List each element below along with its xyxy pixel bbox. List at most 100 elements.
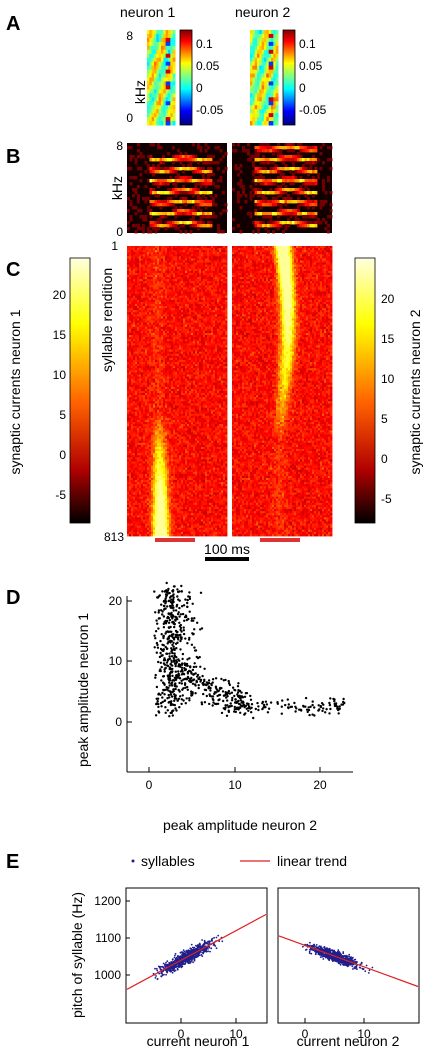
spectrogram-cell [302, 191, 305, 194]
spectrogram-cell [180, 209, 183, 212]
spectrogram-cell [155, 221, 158, 224]
spectrogram-cell [297, 212, 300, 215]
spectrogram-cell [275, 146, 278, 149]
spectrogram-cell [175, 191, 178, 194]
spectrogram-cell [197, 161, 200, 164]
strf-cell [173, 89, 176, 93]
spectrogram-cell [152, 170, 155, 173]
strf-cell [173, 42, 176, 46]
spectrogram-cell [310, 203, 313, 206]
spectrogram-cell [307, 206, 310, 209]
spectrogram-cell [315, 215, 318, 218]
spectrogram-cell [287, 149, 290, 152]
spectrogram-cell [267, 221, 270, 224]
spectrogram-cell [322, 182, 325, 185]
spectrogram-cell [167, 212, 170, 215]
spectrogram-cell [257, 176, 260, 179]
spectrogram-cell [290, 182, 293, 185]
spectrogram-cell [172, 146, 175, 149]
spectrogram-cell [157, 212, 160, 215]
spectrogram-cell [305, 170, 308, 173]
spectrogram-cell [282, 221, 285, 224]
spectrogram-cell [195, 209, 198, 212]
spectrogram-cell [147, 167, 150, 170]
spectrogram-cell [232, 143, 235, 146]
spectrogram-cell [172, 188, 175, 191]
spectrogram-cell [175, 212, 178, 215]
strf-neuron1 [147, 30, 176, 126]
c-ytick-top: 1 [111, 239, 118, 253]
spectrogram-cell [277, 227, 280, 230]
spectrogram-cell [327, 146, 330, 149]
spectrogram-cell [150, 167, 153, 170]
spectrogram-cell [157, 191, 160, 194]
spectrogram-cell [257, 155, 260, 158]
spectrogram-cell [157, 158, 160, 161]
spectrogram-cell [180, 212, 183, 215]
c-left-cbar-tick: 10 [53, 368, 67, 382]
spectrogram-cell [212, 203, 215, 206]
spectrogram-cell [155, 191, 158, 194]
spectrogram-cell [295, 221, 298, 224]
spectrogram-cell [165, 167, 168, 170]
spectrogram-cell [315, 146, 318, 149]
spectrogram-cell [252, 230, 255, 233]
spectrogram-cell [295, 209, 298, 212]
spectrogram-cell [200, 167, 203, 170]
spectrogram-cell [315, 170, 318, 173]
spectrogram-cell [157, 224, 160, 227]
spectrogram-cell [297, 188, 300, 191]
spectrogram-cell [282, 212, 285, 215]
spectrogram-cell [287, 146, 290, 149]
spectrogram-cell [272, 203, 275, 206]
spectrogram-cell [292, 164, 295, 167]
c-ytick-bottom: 813 [104, 530, 124, 544]
spectrogram-cell [152, 173, 155, 176]
spectrogram-cell [270, 224, 273, 227]
spectrogram-cell [247, 143, 250, 146]
spectrogram-cell [250, 215, 253, 218]
spectrogram-cell [197, 224, 200, 227]
spectrogram-cell [300, 158, 303, 161]
spectrogram-cell [160, 215, 163, 218]
spectrogram-cell [205, 185, 208, 188]
spectrogram-cell [277, 167, 280, 170]
spectrogram-cell [305, 212, 308, 215]
spectrogram-cell [305, 194, 308, 197]
spectrogram-cell [297, 203, 300, 206]
spectrogram-cell [322, 161, 325, 164]
spectrogram-cell [205, 161, 208, 164]
spectrogram-cell [137, 185, 140, 188]
spectrogram-cell [277, 143, 280, 146]
spectrogram-cell [215, 185, 218, 188]
spectrogram-cell [155, 212, 158, 215]
spectrogram-cell [202, 176, 205, 179]
spectrogram-cell [157, 167, 160, 170]
spectrogram-cell [185, 176, 188, 179]
b-ylabel: kHz [109, 176, 125, 200]
spectrogram-cell [242, 149, 245, 152]
spectrogram-cell [160, 167, 163, 170]
spectrogram-cell [277, 212, 280, 215]
spectrogram-cell [322, 179, 325, 182]
a2-cbar-tick: 0.1 [299, 37, 316, 51]
spectrogram-cell [210, 224, 213, 227]
spectrogram-cell [207, 215, 210, 218]
spectrogram-cell [307, 224, 310, 227]
spectrogram-cell [185, 230, 188, 233]
spectrogram-cell [207, 221, 210, 224]
spectrogram-cell [300, 146, 303, 149]
spectrogram-cell [295, 188, 298, 191]
spectrogram-cell [297, 143, 300, 146]
spectrogram-cell [237, 182, 240, 185]
spectrogram-cell [262, 155, 265, 158]
spectrogram-cell [292, 173, 295, 176]
spectrogram-cell [210, 203, 213, 206]
spectrogram-cell [157, 146, 160, 149]
spectrogram-cell [222, 209, 225, 212]
spectrogram-cell [142, 197, 145, 200]
spectrogram-cell [250, 191, 253, 194]
spectrogram-cell [267, 182, 270, 185]
spectrogram-cell [182, 170, 185, 173]
spectrogram-cell [267, 200, 270, 203]
